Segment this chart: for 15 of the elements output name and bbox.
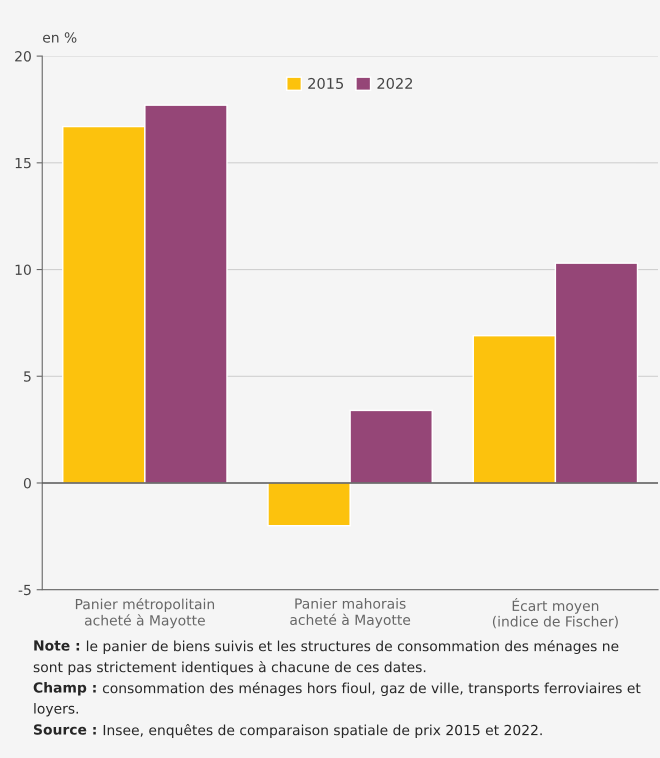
legend-label: 2015 <box>308 78 344 89</box>
y-tick-label: 20 <box>15 51 31 62</box>
x-tick-label: Écart moyen (indice de Fischer) <box>492 598 618 628</box>
text: Note : le panier de biens suivis et les structures de consommation des ménages ne sont pas strictement identiques à chacune de ces dates. <box>34 640 618 675</box>
y-tick-label: 0 <box>24 478 31 488</box>
y-tick-label: 10 <box>16 264 31 276</box>
y-axis-title: en % <box>43 32 76 43</box>
source-note: Source : Insee, enquêtes de comparaison spatiale de prix 2015 et 2022. <box>34 724 542 738</box>
x-tick-label: Panier mahorais acheté à Mayotte <box>290 598 410 628</box>
x-tick-label: Panier métropolitain acheté à Mayotte <box>76 598 214 628</box>
y-tick-label: 15 <box>16 158 31 168</box>
y-tick-label: -5 <box>18 584 31 596</box>
legend-label: 2022 <box>377 78 412 89</box>
text: Champ : consommation des ménages hors fioul, gaz de ville, transports ferroviaires et loyers. <box>34 682 640 716</box>
y-tick-label: 5 <box>24 371 31 382</box>
